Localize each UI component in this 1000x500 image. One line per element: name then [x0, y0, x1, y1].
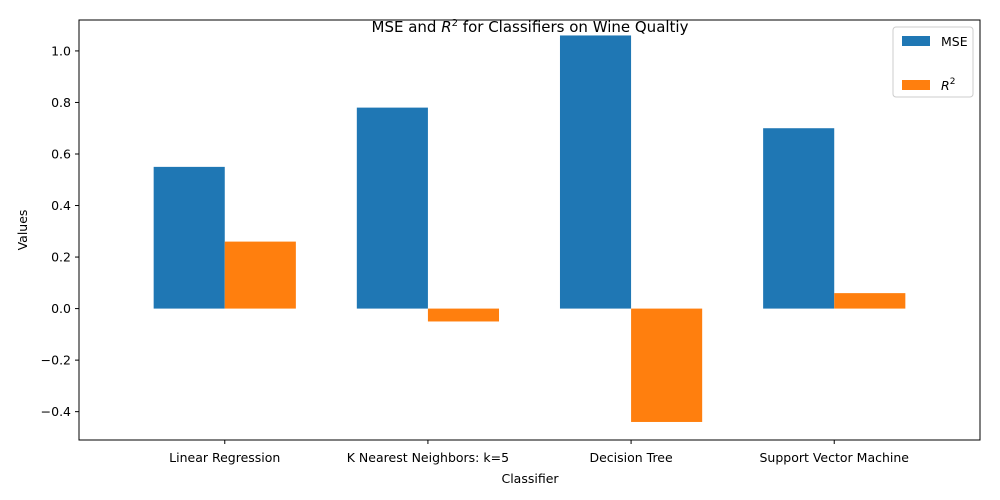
bar-r2-0	[224, 241, 296, 309]
legend-swatch-mse	[902, 36, 930, 46]
y-tick-label: −0.2	[41, 353, 71, 368]
x-tick-label: Support Vector Machine	[759, 450, 909, 465]
bar-mse-3	[763, 128, 835, 309]
y-tick-label: −0.4	[41, 404, 71, 419]
bar-mse-2	[559, 35, 632, 309]
bar-r2-1	[427, 308, 500, 322]
x-axis-ticks: Linear Regression K Nearest Neighbors: k=…	[169, 440, 909, 465]
x-tick-label: K Nearest Neighbors: k=5	[347, 450, 509, 465]
chart-title: MSE and R2 for Classifiers on Wine Qualt…	[372, 18, 689, 36]
legend-label-mse: MSE	[941, 34, 968, 49]
bar-r2-3	[834, 293, 906, 309]
y-axis-ticks: −0.4 −0.2 0.0 0.2 0.4 0.6 0.8 1.0	[41, 43, 79, 419]
bar-r2-2	[631, 308, 703, 422]
bar-mse-0	[153, 166, 225, 309]
bar-mse-1	[356, 107, 428, 309]
y-tick-label: 1.0	[51, 43, 71, 58]
y-axis-label: Values	[15, 210, 30, 251]
x-tick-label: Linear Regression	[169, 450, 280, 465]
y-tick-label: 0.6	[51, 146, 71, 161]
legend: MSE R2	[892, 26, 974, 98]
y-tick-label: 0.8	[51, 95, 71, 110]
x-tick-label: Decision Tree	[589, 450, 673, 465]
y-tick-label: 0.0	[51, 301, 71, 316]
legend-swatch-r2	[902, 80, 930, 90]
x-axis-label: Classifier	[501, 471, 559, 486]
y-tick-label: 0.4	[51, 198, 71, 213]
y-tick-label: 0.2	[51, 250, 71, 265]
bars-layer	[153, 35, 906, 422]
plot-frame	[78, 19, 981, 441]
legend-label-r2: R2	[941, 77, 955, 93]
